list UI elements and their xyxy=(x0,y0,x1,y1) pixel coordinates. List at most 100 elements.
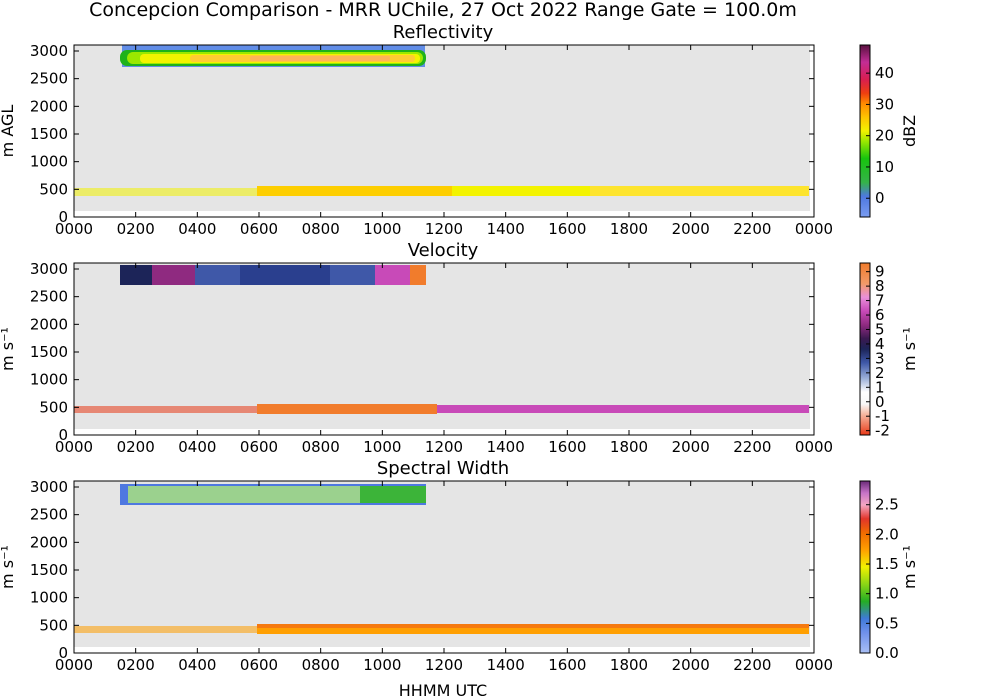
y-tick-label: 1000 xyxy=(30,589,68,607)
colorbar-tick-label: 4 xyxy=(875,335,885,353)
x-tick-label: 0800 xyxy=(302,438,340,456)
x-tick-label: 2200 xyxy=(733,220,771,238)
y-axis: 0 500 1000 1500 2000 2500 3000 xyxy=(30,42,814,226)
x-tick-label: 0000 xyxy=(795,220,833,238)
colorbar-tick-label: -1 xyxy=(875,407,890,425)
x-tick-label: 0000 xyxy=(55,220,93,238)
y-tick-label: 500 xyxy=(39,616,68,634)
x-tick-label: 0600 xyxy=(240,438,278,456)
x-tick-label: 2200 xyxy=(733,438,771,456)
y-axis: 0 500 1000 1500 2000 2500 3000 xyxy=(30,260,814,444)
y-tick-label: 0 xyxy=(58,426,68,444)
colorbar-tick-label: 10 xyxy=(875,158,894,176)
y-tick-label: 1500 xyxy=(30,561,68,579)
x-tick-label: 1600 xyxy=(548,438,586,456)
reflectivity-upper-layer xyxy=(120,45,426,67)
colorbar-tick-label: 2.0 xyxy=(875,525,899,543)
x-tick-label: 1000 xyxy=(363,656,401,674)
colorbar-tick-label: 0.5 xyxy=(875,614,899,632)
x-tick-label: 1200 xyxy=(425,220,463,238)
x-tick-label: 2000 xyxy=(672,438,710,456)
colorbar-tick-label: 6 xyxy=(875,306,885,324)
y-tick-label: 1000 xyxy=(30,371,68,389)
plot-background xyxy=(74,481,810,647)
plot-background xyxy=(74,263,810,429)
x-tick-label: 1800 xyxy=(610,220,648,238)
y-tick-label: 2500 xyxy=(30,70,68,88)
colorbar-tick-label: 1.5 xyxy=(875,555,899,573)
x-tick-label: 1600 xyxy=(548,220,586,238)
y-tick-label: 0 xyxy=(58,208,68,226)
colorbar-ramp xyxy=(859,480,871,654)
colorbar-tick-label: 0 xyxy=(875,189,885,207)
x-tick-label: 0400 xyxy=(178,656,216,674)
x-tick-label: 1000 xyxy=(363,220,401,238)
y-tick-label: 2000 xyxy=(30,533,68,551)
y-tick-label: 1500 xyxy=(30,125,68,143)
colorbar-tick-label: 0.0 xyxy=(875,644,899,662)
colorbar-label: m s⁻¹ xyxy=(900,545,919,589)
colorbar-tick-label: 5 xyxy=(875,320,885,338)
y-axis-label: m AGL xyxy=(0,105,17,158)
x-tick-label: 0600 xyxy=(240,656,278,674)
x-tick-label: 1400 xyxy=(487,220,525,238)
x-tick-label: 1800 xyxy=(610,656,648,674)
x-tick-label: 0000 xyxy=(795,438,833,456)
y-tick-label: 2500 xyxy=(30,506,68,524)
colorbar-tick-label: -2 xyxy=(875,422,890,440)
y-axis-label: m s⁻¹ xyxy=(0,545,17,589)
x-tick-label: 1400 xyxy=(487,656,525,674)
colorbar-tick-label: 1 xyxy=(875,378,885,396)
colorbar-tick-label: 20 xyxy=(875,127,894,145)
y-tick-label: 3000 xyxy=(30,42,68,60)
colorbar-tick-label: 40 xyxy=(875,64,894,82)
x-axis: 0000 0200 0400 0600 0800 1000 1200 1400 1600 1800… xyxy=(55,481,833,674)
y-tick-label: 3000 xyxy=(30,478,68,496)
x-tick-label: 0800 xyxy=(302,220,340,238)
colorbar-ramp xyxy=(859,44,871,218)
y-axis-label: m s⁻¹ xyxy=(0,327,17,371)
y-tick-label: 500 xyxy=(39,180,68,198)
colorbar-tick-label: 9 xyxy=(875,263,885,281)
colorbar-reflectivity: dBZ 0 10 20 30 40 xyxy=(859,44,919,218)
colorbar-tick-label: 2 xyxy=(875,364,885,382)
colorbar-spectral-width: m s⁻¹ 0.0 0.5 1.0 1.5 2.0 2.5 xyxy=(859,480,919,662)
x-tick-label: 1200 xyxy=(425,656,463,674)
x-tick-label: 0000 xyxy=(55,656,93,674)
panel-title: Velocity xyxy=(408,240,479,261)
x-tick-label: 2000 xyxy=(672,220,710,238)
x-axis: 0000 0200 0400 0600 0800 1000 1200 1400 1600 1800… xyxy=(55,263,833,456)
plot-background xyxy=(74,45,810,211)
colorbar-tick-label: 7 xyxy=(875,292,885,310)
colorbar-tick-label: 2.5 xyxy=(875,496,899,514)
x-tick-label: 0000 xyxy=(55,438,93,456)
y-tick-label: 3000 xyxy=(30,260,68,278)
y-tick-label: 2500 xyxy=(30,288,68,306)
y-tick-label: 2000 xyxy=(30,315,68,333)
x-tick-label: 1400 xyxy=(487,438,525,456)
colorbar-label: dBZ xyxy=(900,115,919,147)
colorbar-tick-label: 1.0 xyxy=(875,585,899,603)
reflectivity-low-layer xyxy=(74,186,809,196)
y-tick-label: 0 xyxy=(58,644,68,662)
x-tick-label: 1800 xyxy=(610,438,648,456)
panel-title: Spectral Width xyxy=(377,458,509,479)
spectral-width-upper-layer xyxy=(120,484,426,505)
panel-title: Reflectivity xyxy=(393,22,494,43)
x-tick-label: 0200 xyxy=(117,656,155,674)
x-tick-label: 0200 xyxy=(117,438,155,456)
colorbar-tick-label: 8 xyxy=(875,277,885,295)
x-tick-label: 0800 xyxy=(302,656,340,674)
y-tick-label: 1500 xyxy=(30,343,68,361)
x-axis-label: HHMM UTC xyxy=(399,681,487,700)
panel-spectral-width: Spectral Width 050010001500200025003000 … xyxy=(0,458,919,674)
y-axis: 0 500 1000 1500 2000 2500 3000 xyxy=(30,478,814,662)
x-tick-label: 1600 xyxy=(548,656,586,674)
x-tick-label: 2200 xyxy=(733,656,771,674)
colorbar-ramp xyxy=(859,262,871,436)
figure-title: Concepcion Comparison - MRR UChile, 27 O… xyxy=(89,0,797,21)
